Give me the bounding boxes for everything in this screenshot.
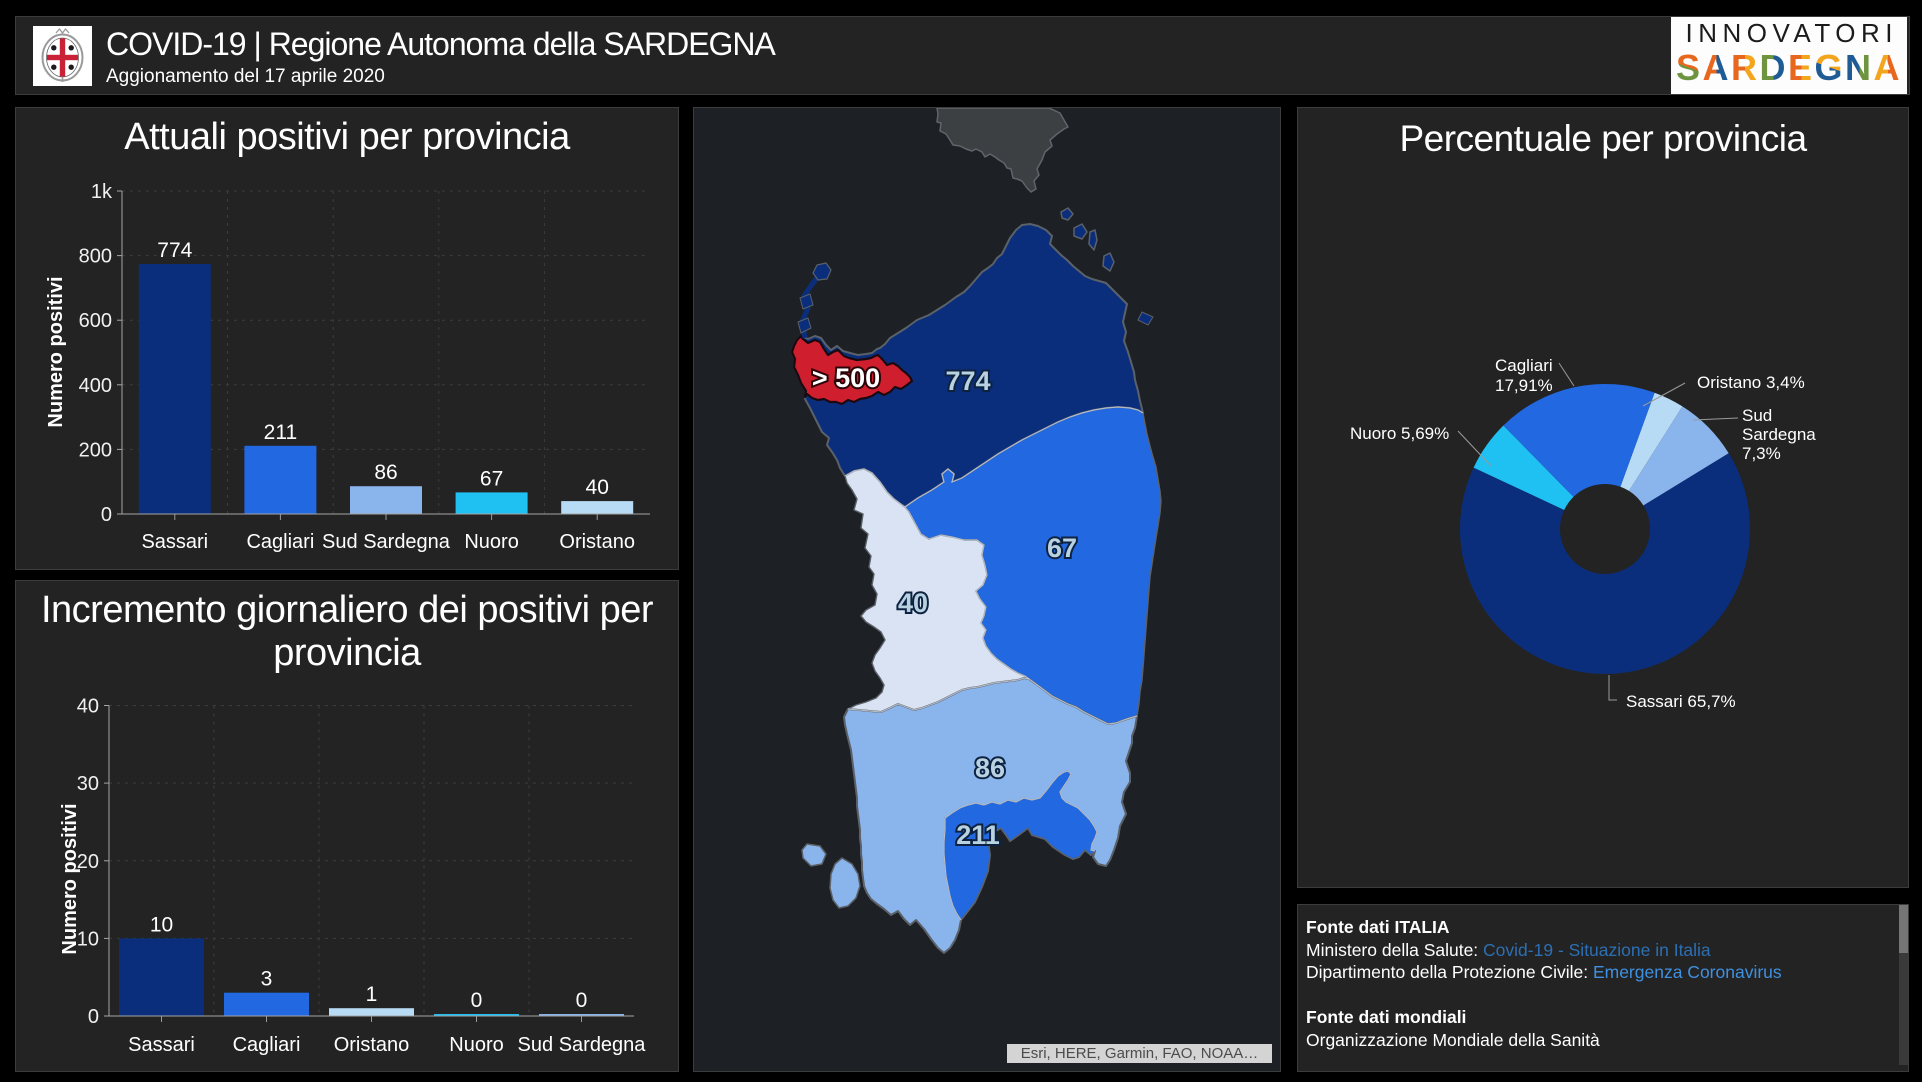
svg-text:Numero positivi: Numero positivi bbox=[45, 276, 67, 427]
svg-text:774: 774 bbox=[945, 366, 990, 396]
svg-text:Sud Sardegna: Sud Sardegna bbox=[518, 1034, 647, 1056]
svg-text:40: 40 bbox=[77, 696, 99, 718]
svg-text:0: 0 bbox=[101, 504, 112, 526]
svg-text:400: 400 bbox=[79, 375, 112, 397]
svg-text:10: 10 bbox=[77, 928, 99, 950]
svg-text:774: 774 bbox=[157, 239, 192, 262]
svg-text:200: 200 bbox=[79, 439, 112, 461]
svg-text:Oristano: Oristano bbox=[559, 531, 635, 553]
svg-text:20: 20 bbox=[77, 851, 99, 873]
svg-text:67: 67 bbox=[1047, 533, 1077, 563]
svg-text:600: 600 bbox=[79, 310, 112, 332]
svg-text:Nuoro: Nuoro bbox=[449, 1034, 503, 1056]
svg-text:40: 40 bbox=[898, 588, 928, 618]
svg-text:Oristano: Oristano bbox=[334, 1034, 410, 1056]
svg-text:Cagliari: Cagliari bbox=[233, 1034, 301, 1056]
svg-text:1: 1 bbox=[366, 983, 378, 1006]
svg-text:1k: 1k bbox=[91, 181, 113, 203]
svg-text:Sassari: Sassari bbox=[128, 1034, 195, 1056]
svg-text:30: 30 bbox=[77, 773, 99, 795]
svg-text:211: 211 bbox=[956, 820, 1000, 850]
svg-text:3: 3 bbox=[261, 968, 273, 991]
svg-text:Sud Sardegna: Sud Sardegna bbox=[322, 531, 451, 553]
svg-text:800: 800 bbox=[79, 246, 112, 268]
svg-text:86: 86 bbox=[975, 753, 1005, 783]
svg-text:0: 0 bbox=[576, 989, 588, 1012]
svg-text:Cagliari: Cagliari bbox=[246, 531, 314, 553]
svg-text:0: 0 bbox=[88, 1006, 99, 1028]
svg-text:211: 211 bbox=[264, 421, 297, 444]
svg-text:40: 40 bbox=[586, 476, 609, 499]
svg-text:10: 10 bbox=[150, 913, 173, 936]
svg-text:67: 67 bbox=[480, 467, 503, 490]
svg-text:86: 86 bbox=[374, 461, 397, 484]
svg-text:Nuoro: Nuoro bbox=[464, 531, 518, 553]
svg-text:0: 0 bbox=[471, 989, 483, 1012]
svg-text:> 500: > 500 bbox=[812, 363, 880, 393]
svg-text:Sassari: Sassari bbox=[141, 531, 208, 553]
svg-text:Numero positivi: Numero positivi bbox=[59, 803, 81, 954]
